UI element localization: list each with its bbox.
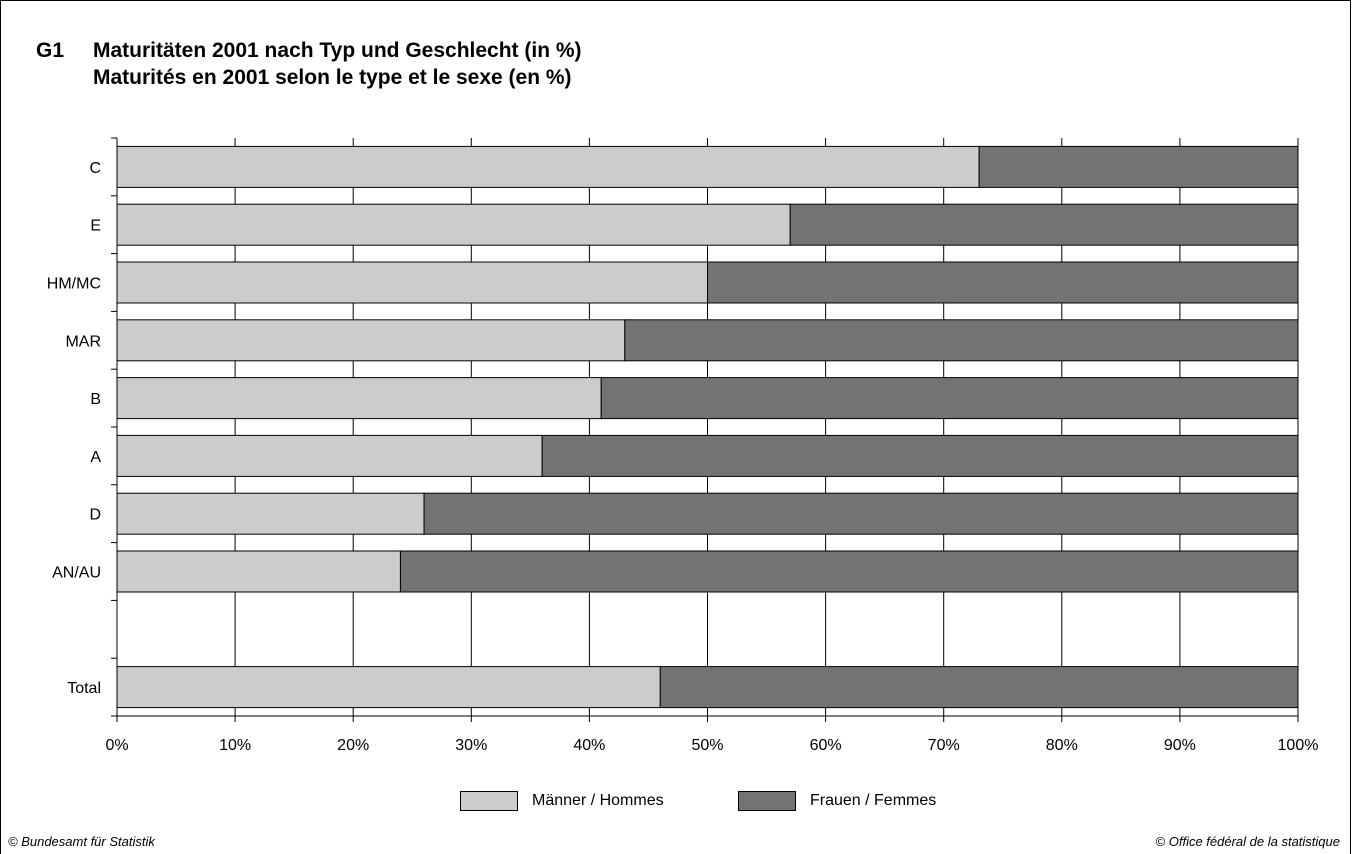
y-category-label: A: [90, 449, 101, 466]
bar-segment-men: [116, 319, 626, 362]
legend-item-men: Männer / Hommes: [460, 791, 664, 811]
figure-id: G1: [36, 39, 65, 62]
bar-segment-women: [541, 434, 1299, 477]
legend: Männer / Hommes Frauen / Femmes: [0, 791, 1352, 815]
x-tick-label: 90%: [1164, 737, 1196, 754]
bar-segment-women: [600, 377, 1299, 420]
y-category-label: E: [90, 218, 101, 235]
bar-segment-men: [116, 203, 791, 246]
chart-title-french: Maturités en 2001 selon le type et le se…: [93, 66, 572, 89]
y-category-label: Total: [67, 680, 101, 697]
x-tick-label: 0%: [105, 737, 128, 754]
bar-chart: 0% 10% 20% 30% 40% 50% 60% 70% 80% 90% 100% C E HM/MC…: [47, 137, 1319, 754]
legend-swatch-men: [460, 791, 518, 811]
x-tick-label: 40%: [573, 737, 605, 754]
x-tick-label: 50%: [691, 737, 723, 754]
source-credit-right: © Office fédéral de la statistique: [1155, 834, 1340, 849]
x-tick-label: 80%: [1046, 737, 1078, 754]
bar-segment-women: [789, 203, 1299, 246]
x-tick-label: 100%: [1278, 737, 1319, 754]
y-category-label: MAR: [65, 333, 101, 350]
x-tick-label: 60%: [810, 737, 842, 754]
bar-segment-men: [116, 145, 980, 188]
legend-label-women: Frauen / Femmes: [810, 792, 937, 809]
y-category-label: D: [89, 507, 101, 524]
x-tick-label: 30%: [455, 737, 487, 754]
bar-segment-men: [116, 377, 602, 420]
bar-segment-men: [116, 666, 661, 709]
source-credit-left: © Bundesamt für Statistik: [8, 834, 155, 849]
x-tick-label: 20%: [337, 737, 369, 754]
legend-item-women: Frauen / Femmes: [738, 791, 936, 811]
y-category-label: HM/MC: [47, 276, 101, 293]
y-category-label: C: [89, 160, 101, 177]
bar-segment-women: [978, 145, 1299, 188]
bar-segment-men: [116, 492, 425, 535]
legend-swatch-women: [738, 791, 796, 811]
y-category-label: B: [90, 391, 101, 408]
bar-segment-women: [707, 261, 1299, 304]
bar-segment-men: [116, 434, 543, 477]
y-category-label: AN/AU: [52, 565, 101, 582]
bar-segment-women: [399, 550, 1299, 593]
chart-title-german: Maturitäten 2001 nach Typ und Geschlecht…: [93, 39, 582, 62]
x-tick-label: 70%: [928, 737, 960, 754]
bar-segment-women: [659, 666, 1299, 709]
x-tick-label: 10%: [219, 737, 251, 754]
bar-segment-men: [116, 550, 401, 593]
bar-segment-women: [423, 492, 1299, 535]
bar-segment-women: [624, 319, 1299, 362]
legend-label-men: Männer / Hommes: [532, 792, 664, 809]
bar-segment-men: [116, 261, 708, 304]
